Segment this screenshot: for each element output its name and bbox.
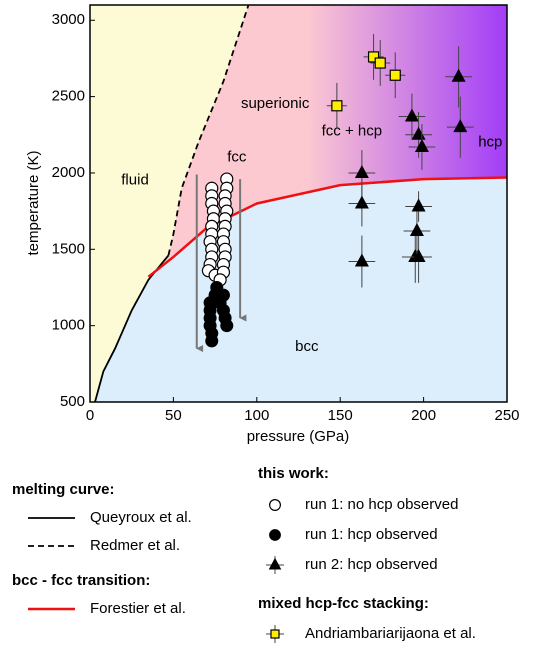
plot-area — [90, 5, 507, 402]
legend-label: run 2: hcp observed — [305, 556, 438, 573]
annotation: bcc — [295, 338, 319, 355]
point — [411, 248, 426, 262]
legend-heading: mixed hcp-fcc stacking: — [258, 595, 429, 612]
point — [367, 51, 380, 63]
curve — [147, 176, 507, 278]
legend-swatch — [269, 499, 282, 512]
legend-label: Andriambariarijaona et al. — [305, 625, 476, 642]
annotation: hcp — [478, 133, 502, 150]
point — [453, 119, 468, 133]
y-tick-label: 1500 — [52, 240, 85, 257]
point — [205, 334, 219, 348]
point — [374, 57, 386, 69]
point — [411, 198, 426, 212]
point — [451, 68, 466, 82]
annotation: fcc — [227, 149, 247, 166]
fluid-region — [90, 5, 249, 402]
legend-label: run 1: no hcp observed — [305, 496, 458, 513]
x-axis-label: pressure (GPa) — [247, 428, 350, 445]
foreground: fluid superionic fcc fcc + hcp hcp bcc 0 50 100 1… — [52, 4, 520, 424]
y-tick-label: 3000 — [52, 11, 85, 28]
legend-label: Queyroux et al. — [90, 509, 192, 526]
annotation: superionic — [241, 95, 310, 112]
y-tick-label: 2500 — [52, 88, 85, 105]
legend-label: Redmer et al. — [90, 537, 180, 554]
annotation: fcc + hcp — [322, 123, 382, 140]
y-axis-label: temperature (K) — [25, 150, 42, 255]
point — [216, 288, 230, 302]
legend-label: run 1: hcp observed — [305, 526, 438, 543]
x-tick-label: 50 — [165, 407, 182, 424]
point — [414, 139, 429, 153]
legend-swatch — [268, 557, 282, 570]
point — [389, 69, 401, 81]
x-tick-label: 200 — [411, 407, 436, 424]
curve — [167, 5, 250, 256]
legend-heading: this work: — [258, 465, 329, 482]
point — [409, 222, 424, 236]
legend-swatch — [270, 629, 280, 639]
x-tick-label: 150 — [328, 407, 353, 424]
x-tick-label: 250 — [494, 407, 519, 424]
point — [404, 108, 419, 122]
x-tick-label: 100 — [244, 407, 269, 424]
y-tick-label: 1000 — [52, 317, 85, 334]
point — [331, 100, 343, 112]
legend-label: Forestier et al. — [90, 600, 186, 617]
legend-swatch — [269, 529, 281, 541]
point — [354, 195, 369, 209]
plot-frame — [89, 4, 508, 403]
x-tick-label: 0 — [86, 407, 94, 424]
annotation: fluid — [121, 172, 149, 189]
legend-heading: melting curve: — [12, 481, 115, 498]
point — [220, 319, 234, 333]
curve — [94, 254, 170, 402]
y-tick-label: 500 — [60, 393, 85, 410]
legend-heading: bcc - fcc transition: — [12, 572, 150, 589]
point — [354, 253, 369, 267]
y-tick-label: 2000 — [52, 164, 85, 181]
point — [354, 164, 369, 178]
